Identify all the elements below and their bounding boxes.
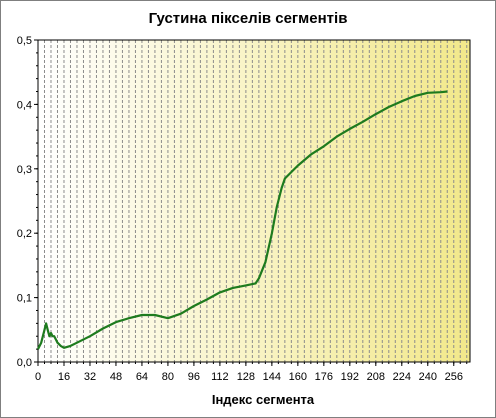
x-tick-label: 224: [393, 371, 411, 383]
x-tick-label: 80: [162, 371, 174, 383]
tick-labels: 0,0 0,1 0,2 0,3 0,4 0,5 0 16 32 48 64 80 96 112 128 144…: [17, 35, 463, 383]
x-tick-label: 192: [341, 371, 359, 383]
plot-area: [38, 40, 470, 362]
y-tick-label: 0,5: [17, 35, 32, 47]
x-tick-label: 160: [289, 371, 307, 383]
x-tick-label: 144: [263, 371, 281, 383]
x-tick-label: 256: [445, 371, 463, 383]
y-tick-label: 0,1: [17, 293, 32, 305]
axes: [34, 39, 471, 366]
y-tick-label: 0,0: [17, 357, 32, 369]
y-tick-label: 0,2: [17, 228, 32, 240]
x-tick-label: 64: [136, 371, 148, 383]
x-axis-title: Індекс сегмента: [211, 392, 315, 407]
x-tick-label: 208: [367, 371, 385, 383]
x-tick-label: 128: [237, 371, 255, 383]
y-tick-label: 0,3: [17, 164, 32, 176]
x-tick-label: 32: [84, 371, 96, 383]
x-tick-label: 96: [188, 371, 200, 383]
x-tick-label: 176: [315, 371, 333, 383]
x-tick-label: 240: [419, 371, 437, 383]
y-tick-label: 0,4: [17, 99, 32, 111]
x-tick-label: 112: [211, 371, 229, 383]
grid: [43, 40, 468, 362]
chart-title: Густина пікселів сегментів: [148, 10, 348, 27]
x-tick-label: 0: [35, 371, 41, 383]
series-line: [37, 90, 448, 350]
x-tick-label: 48: [110, 371, 122, 383]
plot-border: [37, 39, 471, 363]
x-tick-label: 16: [58, 371, 70, 383]
